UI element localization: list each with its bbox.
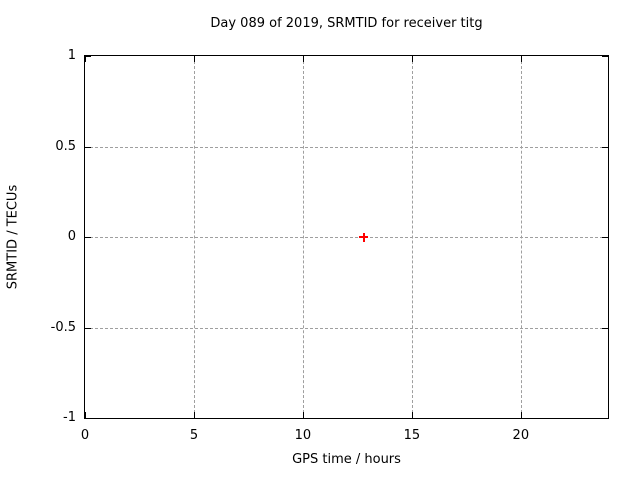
x-tick-bottom bbox=[193, 412, 195, 418]
x-tick-label: 20 bbox=[512, 428, 530, 443]
y-tick-left bbox=[85, 146, 91, 148]
x-tick-top bbox=[85, 56, 86, 62]
x-tick-top bbox=[302, 56, 304, 62]
y-tick-label: 0.5 bbox=[55, 138, 76, 154]
y-tick-label: -1 bbox=[63, 410, 76, 425]
plot-area bbox=[84, 55, 609, 419]
chart-title: Day 089 of 2019, SRMTID for receiver tit… bbox=[210, 16, 483, 31]
y-tick-left bbox=[85, 237, 91, 238]
y-gridline bbox=[85, 237, 608, 238]
y-gridline bbox=[85, 327, 608, 329]
x-tick-top bbox=[193, 56, 195, 62]
x-tick-label: 0 bbox=[80, 428, 90, 443]
x-tick-label: 15 bbox=[403, 428, 421, 443]
x-tick-bottom bbox=[411, 412, 413, 418]
x-tick-top bbox=[411, 56, 413, 62]
y-tick-right bbox=[602, 237, 608, 238]
y-tick-right bbox=[602, 327, 608, 329]
y-tick-left bbox=[85, 327, 91, 329]
y-tick-label: 0 bbox=[67, 229, 76, 244]
y-tick-right bbox=[602, 146, 608, 148]
x-tick-bottom bbox=[85, 412, 86, 418]
x-tick-bottom bbox=[520, 412, 522, 418]
data-point-marker bbox=[359, 232, 369, 242]
y-tick-label: -0.5 bbox=[50, 319, 76, 335]
y-gridline bbox=[85, 146, 608, 148]
x-tick-label: 5 bbox=[189, 428, 199, 443]
x-axis-label: GPS time / hours bbox=[292, 452, 401, 467]
y-tick-label: 1 bbox=[67, 48, 76, 63]
y-tick-left bbox=[85, 418, 91, 419]
y-tick-left bbox=[85, 56, 91, 57]
x-tick-bottom bbox=[302, 412, 304, 418]
marker-plus-vbar bbox=[363, 232, 365, 242]
x-tick-top bbox=[520, 56, 522, 62]
y-tick-right bbox=[602, 418, 608, 419]
y-tick-right bbox=[602, 56, 608, 57]
x-tick-label: 10 bbox=[294, 428, 312, 443]
